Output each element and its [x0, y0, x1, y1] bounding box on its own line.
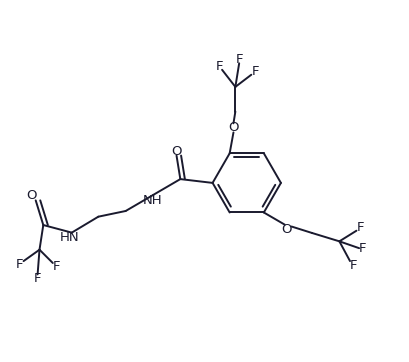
- Text: F: F: [251, 65, 258, 78]
- Text: F: F: [53, 260, 60, 273]
- Text: O: O: [26, 189, 36, 202]
- Text: F: F: [16, 258, 23, 272]
- Text: F: F: [236, 53, 243, 66]
- Text: O: O: [281, 223, 291, 236]
- Text: F: F: [348, 259, 356, 272]
- Text: F: F: [356, 221, 363, 234]
- Text: O: O: [171, 144, 181, 157]
- Text: F: F: [215, 59, 222, 72]
- Text: F: F: [358, 243, 366, 256]
- Text: F: F: [34, 273, 41, 285]
- Text: NH: NH: [142, 194, 162, 207]
- Text: HN: HN: [60, 231, 79, 244]
- Text: O: O: [228, 121, 238, 134]
